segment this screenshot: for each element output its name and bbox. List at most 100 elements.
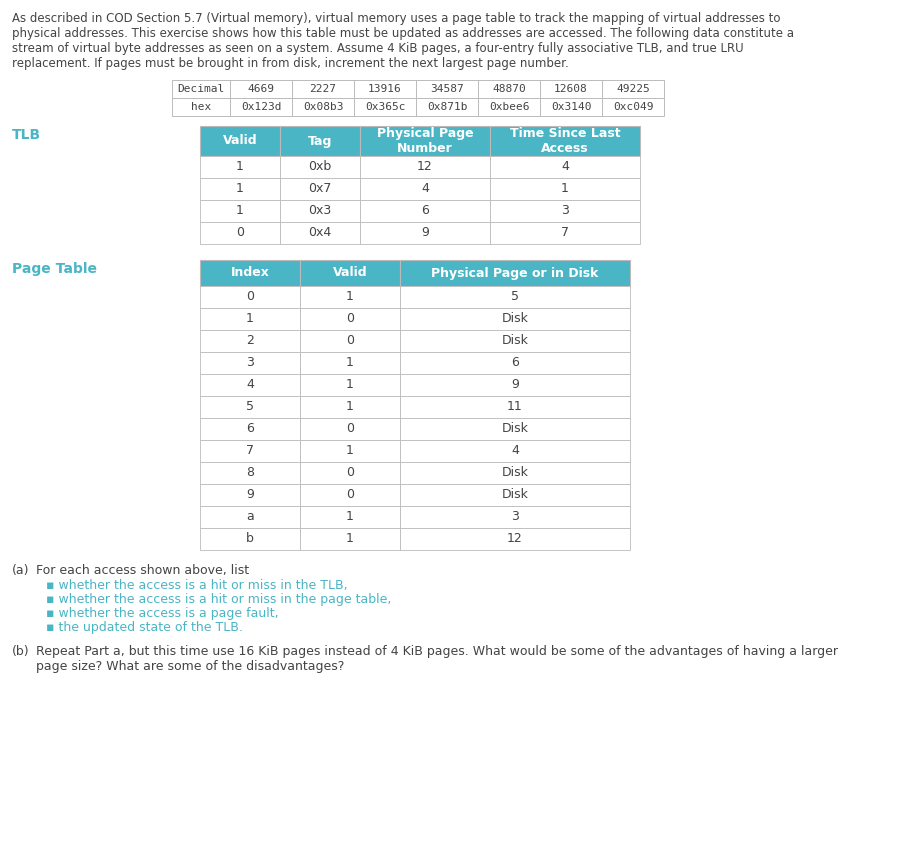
Bar [300, 462, 400, 484]
Text: 1: 1 [236, 160, 244, 174]
Text: 0xb: 0xb [309, 160, 331, 174]
Text: 0x3: 0x3 [309, 204, 331, 218]
Text: Time Since Last
Access: Time Since Last Access [509, 127, 620, 155]
Text: 1: 1 [236, 182, 244, 196]
Bar [280, 222, 360, 244]
Text: ▪ whether the access is a hit or miss in the page table,: ▪ whether the access is a hit or miss in… [46, 593, 392, 606]
Text: 5: 5 [511, 290, 519, 304]
Text: 1: 1 [346, 445, 354, 457]
Bar [230, 80, 292, 98]
Text: 1: 1 [346, 378, 354, 392]
Bar [400, 506, 630, 528]
Text: 2227: 2227 [310, 84, 337, 94]
Bar [200, 418, 300, 440]
Bar [200, 330, 300, 352]
Text: 0: 0 [236, 226, 244, 240]
Bar [292, 98, 354, 116]
Text: 1: 1 [346, 533, 354, 545]
Bar [602, 98, 664, 116]
Bar [200, 308, 300, 330]
Text: 4: 4 [561, 160, 569, 174]
Text: 49225: 49225 [616, 84, 650, 94]
Text: Decimal: Decimal [177, 84, 225, 94]
Text: 13916: 13916 [368, 84, 402, 94]
Bar [300, 506, 400, 528]
Text: 0: 0 [246, 290, 254, 304]
Text: 4: 4 [421, 182, 429, 196]
Bar [280, 126, 360, 156]
Text: Disk: Disk [501, 423, 529, 436]
Text: 9: 9 [247, 489, 254, 501]
Bar [172, 98, 230, 116]
Bar [200, 374, 300, 396]
Text: 0xc049: 0xc049 [613, 102, 653, 112]
Text: 9: 9 [421, 226, 429, 240]
Bar [200, 260, 300, 286]
Text: b: b [247, 533, 254, 545]
Text: TLB: TLB [12, 128, 41, 142]
Bar [416, 98, 478, 116]
Bar [490, 200, 640, 222]
Text: 3: 3 [511, 511, 519, 523]
Bar [200, 440, 300, 462]
Text: 12: 12 [417, 160, 433, 174]
Bar [200, 528, 300, 550]
Text: 4669: 4669 [247, 84, 275, 94]
Text: 0: 0 [346, 467, 354, 479]
Text: Physical Page or in Disk: Physical Page or in Disk [431, 267, 599, 279]
Bar [400, 260, 630, 286]
Bar [400, 528, 630, 550]
Bar [200, 506, 300, 528]
Bar [200, 156, 280, 178]
Bar [292, 80, 354, 98]
Bar [360, 222, 490, 244]
Text: For each access shown above, list: For each access shown above, list [36, 564, 249, 577]
Text: physical addresses. This exercise shows how this table must be updated as addres: physical addresses. This exercise shows … [12, 27, 794, 40]
Bar [400, 440, 630, 462]
Text: 0x4: 0x4 [309, 226, 331, 240]
Bar [200, 462, 300, 484]
Text: Disk: Disk [501, 489, 529, 501]
Text: 0x123d: 0x123d [241, 102, 281, 112]
Text: 3: 3 [561, 204, 569, 218]
Text: Disk: Disk [501, 467, 529, 479]
Text: 0: 0 [346, 423, 354, 436]
Text: 6: 6 [247, 423, 254, 436]
Text: 11: 11 [507, 401, 523, 414]
Bar [400, 374, 630, 396]
Bar [602, 80, 664, 98]
Text: 48870: 48870 [492, 84, 526, 94]
Text: Disk: Disk [501, 312, 529, 326]
Text: 5: 5 [246, 401, 254, 414]
Text: 1: 1 [346, 401, 354, 414]
Text: a: a [247, 511, 254, 523]
Bar [280, 178, 360, 200]
Bar [300, 484, 400, 506]
Bar [400, 418, 630, 440]
Bar [200, 222, 280, 244]
Text: 6: 6 [421, 204, 429, 218]
Text: ▪ whether the access is a hit or miss in the TLB,: ▪ whether the access is a hit or miss in… [46, 579, 348, 592]
Text: ▪ whether the access is a page fault,: ▪ whether the access is a page fault, [46, 607, 278, 620]
Bar [490, 178, 640, 200]
Bar [360, 156, 490, 178]
Text: 7: 7 [561, 226, 569, 240]
Bar [360, 178, 490, 200]
Text: Index: Index [231, 267, 269, 279]
Bar [354, 80, 416, 98]
Bar [300, 418, 400, 440]
Text: 3: 3 [247, 356, 254, 370]
Bar [400, 396, 630, 418]
Bar [400, 462, 630, 484]
Bar [400, 330, 630, 352]
Bar [200, 286, 300, 308]
Bar [490, 222, 640, 244]
Bar [300, 440, 400, 462]
Text: 1: 1 [346, 356, 354, 370]
Bar [200, 126, 280, 156]
Bar [172, 80, 230, 98]
Text: 0: 0 [346, 334, 354, 348]
Text: 4: 4 [511, 445, 519, 457]
Bar [300, 260, 400, 286]
Bar [540, 80, 602, 98]
